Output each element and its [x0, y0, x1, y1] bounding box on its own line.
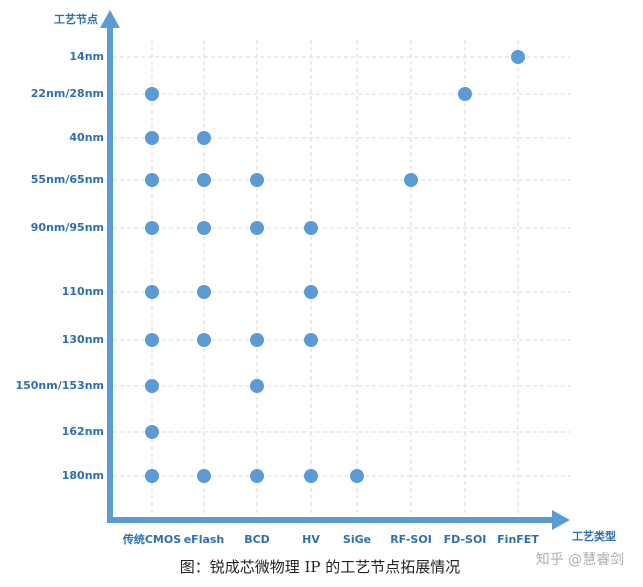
x-axis-arrow	[552, 510, 570, 530]
dot	[197, 285, 211, 299]
y-tick-label: 130nm	[62, 333, 104, 346]
dot	[250, 379, 264, 393]
dot	[250, 469, 264, 483]
x-axis-label: 工艺类型	[572, 529, 616, 543]
y-tick-label: 55nm/65nm	[31, 173, 104, 186]
dot	[197, 469, 211, 483]
y-axis-arrow	[100, 10, 120, 28]
dot	[304, 333, 318, 347]
dot	[145, 173, 159, 187]
y-axis-label: 工艺节点	[54, 12, 98, 26]
y-tick-label: 150nm/153nm	[15, 379, 104, 392]
dot	[197, 131, 211, 145]
dot	[304, 469, 318, 483]
y-tick-label: 90nm/95nm	[31, 221, 104, 234]
caption: 图：锐成芯微物理 IP 的工艺节点拓展情况	[180, 558, 461, 576]
y-tick-label: 162nm	[62, 425, 104, 438]
dot	[145, 333, 159, 347]
x-tick-label: HV	[302, 533, 320, 546]
dot	[145, 425, 159, 439]
dot	[145, 469, 159, 483]
dot	[197, 333, 211, 347]
dot	[145, 379, 159, 393]
dot	[250, 333, 264, 347]
dot	[250, 221, 264, 235]
dot	[304, 285, 318, 299]
dot	[304, 221, 318, 235]
dot	[250, 173, 264, 187]
watermark: 知乎 @慧睿剑	[536, 551, 624, 568]
dot	[197, 173, 211, 187]
plot-area: 传统CMOS eFlash BCD HV SiGe RF-SOI FD-SOI FinFET 1…	[15, 40, 570, 546]
y-tick-label: 110nm	[62, 285, 104, 298]
dot	[511, 50, 525, 64]
x-tick-label: 传统CMOS	[122, 532, 181, 546]
x-tick-label: BCD	[244, 533, 270, 546]
dot	[197, 221, 211, 235]
y-tick-label: 22nm/28nm	[31, 87, 104, 100]
y-tick-label: 40nm	[69, 131, 104, 144]
x-tick-label: eFlash	[184, 533, 225, 546]
x-tick-label: SiGe	[343, 533, 371, 546]
x-tick-label: FD-SOI	[444, 533, 487, 546]
dot	[404, 173, 418, 187]
dot	[350, 469, 364, 483]
x-tick-label: FinFET	[497, 533, 539, 546]
x-tick-label: RF-SOI	[390, 533, 432, 546]
dot	[145, 221, 159, 235]
dot	[145, 131, 159, 145]
y-tick-label: 180nm	[62, 469, 104, 482]
y-tick-label: 14nm	[69, 50, 104, 63]
dot	[145, 87, 159, 101]
dot	[458, 87, 472, 101]
axes	[100, 10, 570, 530]
dot	[145, 285, 159, 299]
